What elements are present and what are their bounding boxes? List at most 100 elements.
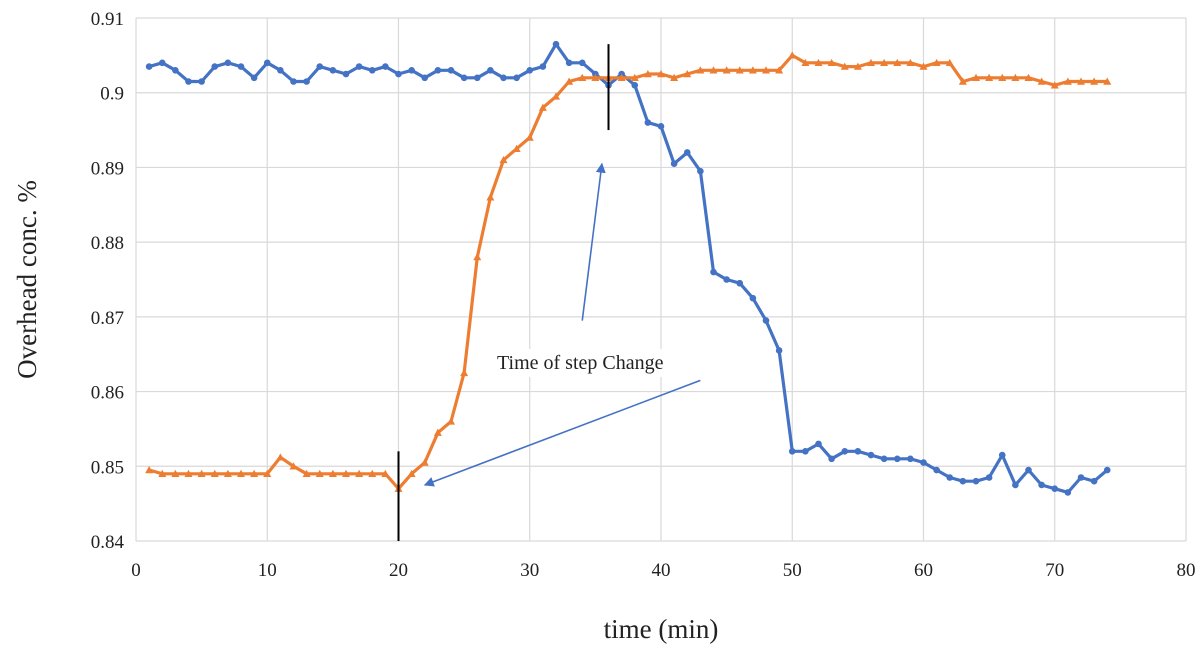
data-point bbox=[657, 70, 665, 78]
data-point bbox=[145, 466, 154, 474]
data-point bbox=[460, 368, 469, 377]
data-point bbox=[237, 63, 245, 70]
data-point bbox=[473, 74, 481, 82]
data-point bbox=[893, 58, 902, 67]
data-point bbox=[289, 462, 298, 470]
data-point bbox=[342, 70, 350, 78]
data-point bbox=[1103, 77, 1112, 85]
data-point bbox=[683, 70, 692, 78]
data-point bbox=[565, 77, 574, 85]
data-point bbox=[538, 103, 547, 111]
data-point bbox=[1011, 73, 1020, 81]
data-point bbox=[748, 66, 757, 74]
data-point bbox=[171, 469, 180, 477]
data-point bbox=[512, 144, 521, 152]
data-point bbox=[447, 67, 455, 74]
data-point bbox=[158, 59, 166, 67]
data-point bbox=[880, 455, 888, 463]
data-point bbox=[487, 67, 494, 74]
data-point bbox=[841, 448, 849, 455]
data-point bbox=[697, 167, 704, 175]
data-point bbox=[867, 58, 875, 67]
data-point bbox=[223, 469, 232, 477]
data-point bbox=[328, 469, 337, 477]
data-point bbox=[985, 73, 994, 81]
data-point bbox=[867, 451, 875, 459]
x-tick-label: 60 bbox=[914, 560, 933, 581]
data-point bbox=[303, 78, 310, 85]
data-point bbox=[237, 469, 245, 477]
y-tick-label: 0.84 bbox=[91, 532, 125, 553]
data-point bbox=[617, 73, 626, 81]
data-point bbox=[552, 40, 560, 48]
x-tick-label: 70 bbox=[1045, 560, 1064, 581]
data-point bbox=[998, 73, 1007, 81]
series-2 bbox=[145, 51, 1112, 492]
data-point bbox=[972, 73, 980, 81]
data-point bbox=[762, 66, 770, 74]
data-point bbox=[526, 67, 534, 74]
x-axis-title: time (min) bbox=[604, 614, 719, 644]
x-tick-label: 10 bbox=[258, 560, 277, 581]
x-tick-label: 30 bbox=[520, 560, 539, 581]
data-point bbox=[880, 58, 889, 67]
data-point bbox=[1012, 481, 1019, 489]
data-point bbox=[158, 469, 167, 477]
data-point bbox=[197, 469, 206, 477]
data-point bbox=[1090, 477, 1098, 485]
axes: 0.84 0.85 0.86 0.87 0.88 0.89 0.9 0.91 0 10 20 30 40… bbox=[91, 9, 1196, 581]
data-point bbox=[775, 66, 784, 74]
data-point bbox=[972, 477, 980, 485]
data-point bbox=[735, 66, 744, 74]
data-point bbox=[643, 70, 652, 78]
data-point bbox=[1050, 81, 1059, 89]
data-point bbox=[802, 448, 809, 455]
data-point bbox=[932, 58, 941, 67]
x-tick-label: 40 bbox=[652, 560, 671, 581]
data-point bbox=[775, 347, 783, 354]
data-point bbox=[316, 63, 324, 70]
data-point bbox=[788, 51, 797, 59]
data-point bbox=[998, 451, 1006, 459]
data-point bbox=[500, 74, 507, 82]
x-tick-label: 50 bbox=[783, 560, 802, 581]
data-point bbox=[1038, 481, 1045, 489]
data-point bbox=[552, 92, 560, 100]
x-tick-label: 0 bbox=[131, 560, 141, 581]
data-point bbox=[906, 58, 915, 67]
data-point bbox=[433, 428, 442, 436]
data-point bbox=[1051, 485, 1059, 493]
series-1 bbox=[145, 40, 1111, 496]
data-point bbox=[946, 474, 954, 481]
data-point bbox=[657, 123, 665, 130]
data-point bbox=[736, 279, 744, 287]
data-point bbox=[801, 58, 810, 67]
data-point bbox=[250, 469, 259, 477]
data-point bbox=[828, 455, 835, 463]
data-point bbox=[211, 63, 219, 70]
data-point bbox=[631, 81, 639, 89]
data-point bbox=[421, 74, 429, 82]
data-point bbox=[1077, 77, 1085, 85]
data-point bbox=[683, 149, 691, 156]
data-point bbox=[670, 160, 678, 167]
data-point bbox=[578, 59, 586, 67]
data-point bbox=[1024, 73, 1033, 81]
data-point bbox=[854, 448, 862, 455]
data-point bbox=[1077, 474, 1085, 481]
y-tick-label: 0.88 bbox=[91, 233, 124, 254]
data-point bbox=[539, 63, 547, 70]
data-point bbox=[565, 59, 573, 67]
data-point bbox=[1103, 466, 1111, 474]
data-point bbox=[486, 193, 495, 201]
data-point bbox=[985, 474, 993, 481]
data-point bbox=[420, 458, 429, 466]
data-point bbox=[263, 469, 272, 477]
x-tick-label: 20 bbox=[389, 560, 408, 581]
series-line bbox=[148, 53, 1108, 491]
data-point bbox=[933, 466, 940, 474]
data-point bbox=[355, 469, 364, 477]
series-line bbox=[148, 42, 1109, 494]
data-point bbox=[315, 469, 324, 477]
